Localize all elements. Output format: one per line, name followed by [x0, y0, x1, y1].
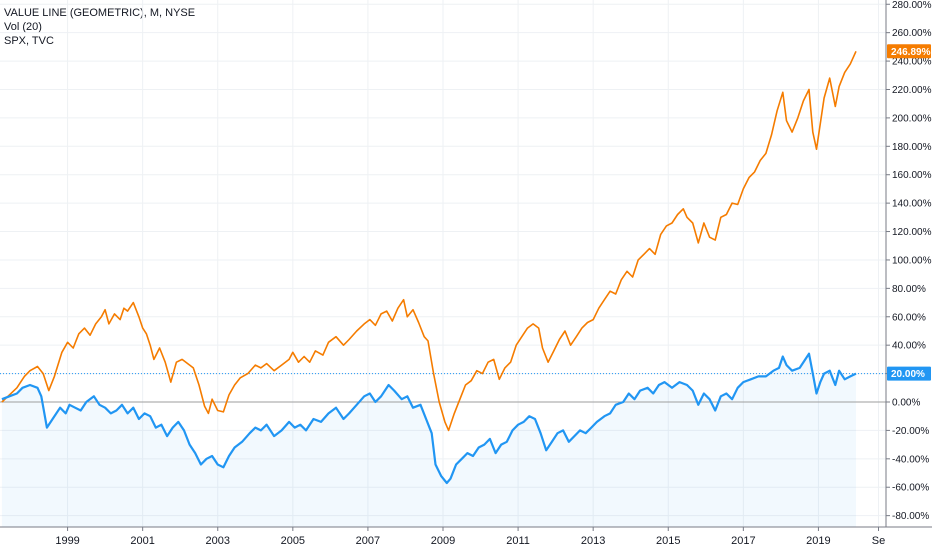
y-tick-label: 60.00%: [892, 312, 926, 323]
y-tick-label: 200.00%: [892, 113, 932, 124]
y-tick-label: 260.00%: [892, 28, 932, 39]
y-tick-label: -60.00%: [892, 483, 929, 494]
blue-area-fill: [1, 353, 856, 527]
y-tick-label: 220.00%: [892, 85, 932, 96]
y-tick-label: -80.00%: [892, 511, 929, 522]
series-line-blue[interactable]: [1, 352, 857, 485]
y-tick-label: -40.00%: [892, 454, 929, 465]
x-tick-label: 1999: [55, 535, 79, 547]
grid: [0, 0, 886, 527]
series-line-orange[interactable]: [1, 50, 857, 432]
x-tick-label: 2011: [506, 535, 530, 547]
orange-price-badge-bg: [887, 44, 931, 59]
blue-price-badge-text: 20.00%: [891, 369, 925, 380]
y-tick-label: 120.00%: [892, 227, 932, 238]
x-tick-label: 2019: [806, 535, 830, 547]
y-tick-label: 180.00%: [892, 142, 932, 153]
x-tick-label: 2001: [130, 535, 154, 547]
y-tick-label: 40.00%: [892, 341, 926, 352]
y-tick-label: 240.00%: [892, 57, 932, 68]
x-tick-label: Se: [872, 535, 885, 547]
legend-compare[interactable]: SPX, TVC: [4, 35, 54, 47]
blue-area: [1, 353, 856, 527]
blue-price-badge-bg: [887, 366, 931, 381]
x-tick-label: 2009: [431, 535, 455, 547]
x-tick-label: 2007: [356, 535, 380, 547]
orange-price-badge-text: 246.89%: [891, 47, 931, 58]
y-tick-label: 280.00%: [892, 0, 932, 11]
legend-symbol[interactable]: VALUE LINE (GEOMETRIC), M, NYSE: [4, 7, 196, 19]
zero-line: [0, 373, 886, 403]
x-tick-label: 2015: [656, 535, 680, 547]
y-tick-label: 100.00%: [892, 255, 932, 266]
y-tick-label: 160.00%: [892, 170, 932, 181]
y-tick-label: 0.00%: [892, 397, 920, 408]
x-tick-label: 2003: [206, 535, 230, 547]
price-badges: 246.89% 20.00%: [887, 44, 931, 381]
x-tick-label: 2005: [281, 535, 305, 547]
y-tick-label: 140.00%: [892, 199, 932, 210]
series-lines: [1, 50, 857, 485]
x-tick-label: 2013: [581, 535, 605, 547]
y-tick-label: -20.00%: [892, 426, 929, 437]
x-tick-label: 2017: [731, 535, 755, 547]
chart-legend: VALUE LINE (GEOMETRIC), M, NYSE Vol (20)…: [4, 6, 195, 48]
legend-volume[interactable]: Vol (20): [4, 21, 42, 33]
y-tick-label: 80.00%: [892, 284, 926, 295]
